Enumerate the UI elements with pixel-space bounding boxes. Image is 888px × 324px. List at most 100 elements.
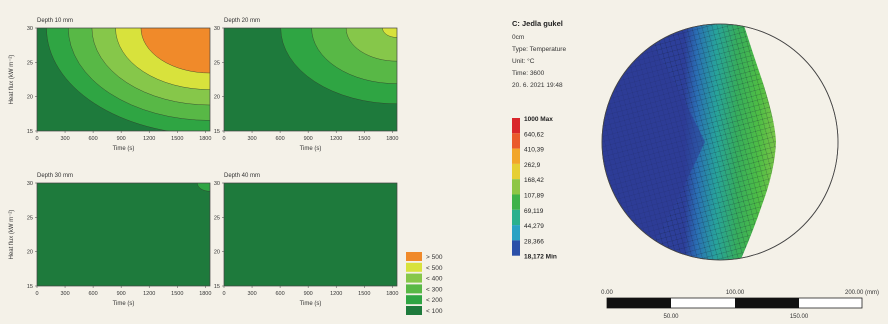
contour-band: [197, 183, 210, 192]
colorbar-label: 262,9: [524, 162, 541, 169]
y-tick-label: 20: [214, 95, 220, 101]
legend-swatch: [406, 295, 422, 305]
scale-bar: 0.00 100.00 200.00 (mm) 50.00 150.00: [601, 290, 879, 320]
x-tick-label: 1200: [143, 136, 155, 142]
x-tick-label: 1200: [143, 291, 155, 297]
x-tick-label: 1200: [330, 291, 342, 297]
x-tick-label: 0: [222, 136, 225, 142]
scale-tick-0: 0.00: [601, 290, 613, 296]
x-tick-label: 0: [35, 136, 38, 142]
colorbar-swatch: [512, 163, 520, 180]
x-tick-label: 1800: [386, 291, 398, 297]
x-tick-label: 900: [304, 136, 313, 142]
x-tick-label: 300: [247, 291, 256, 297]
legend-label: < 300: [426, 286, 443, 293]
y-tick-label: 15: [214, 129, 220, 135]
scale-tick-150: 150.00: [790, 314, 809, 320]
colorbar: 1000 Max 640,62 410,39 262,9 168,42 107,89 69,…: [512, 116, 557, 261]
colorbar-swatch: [512, 148, 520, 164]
result-type: Type: Temperature: [512, 46, 566, 53]
y-tick-label: 25: [214, 215, 220, 221]
colorbar-label: 28,366: [524, 238, 544, 245]
subplot-2: Depth 20 mm 0 300 600 900 1200 1500 1800 15 20 25 3…: [214, 18, 399, 152]
subplot-title: Depth 20 mm: [224, 18, 260, 24]
plot-frame: [223, 27, 398, 132]
contour-band: [345, 28, 397, 62]
x-tick-label: 300: [60, 291, 69, 297]
x-tick-label: 900: [304, 291, 313, 297]
x-tick-label: 900: [117, 136, 126, 142]
x-tick-label: 600: [276, 136, 285, 142]
x-tick-label: 600: [276, 291, 285, 297]
y-tick-label: 20: [27, 95, 33, 101]
disc-cold-core: [602, 40, 705, 250]
y-tick-label: 15: [27, 284, 33, 290]
fea-disc: [601, 23, 839, 261]
result-unit: Unit: °C: [512, 57, 535, 65]
x-tick-label: 1200: [330, 136, 342, 142]
colorbar-label: 168,42: [524, 177, 544, 184]
plot-frame: [36, 182, 211, 287]
legend-swatch: [406, 252, 422, 261]
x-tick-label: 1500: [358, 291, 370, 297]
legend-label: > 500: [426, 254, 443, 261]
result-unit-line: 0cm: [512, 34, 524, 41]
y-tick-label: 30: [214, 181, 220, 187]
x-tick-label: 300: [247, 136, 256, 142]
colorbar-swatch: [512, 179, 520, 195]
subplot-title: Depth 10 mm: [37, 18, 73, 24]
x-axis-label: Time (s): [300, 146, 322, 152]
y-axis-label: Heat flux (kW m⁻²): [9, 210, 15, 260]
legend-swatch: [406, 273, 422, 283]
colorbar-swatch: [512, 209, 520, 226]
x-tick-label: 300: [60, 136, 69, 142]
legend-swatch: [406, 284, 422, 294]
colorbar-swatch: [512, 225, 520, 241]
subplot-title: Depth 30 mm: [37, 173, 73, 179]
x-axis-label: Time (s): [113, 146, 135, 152]
y-tick-label: 25: [27, 215, 33, 221]
x-tick-label: 1500: [171, 136, 183, 142]
x-axis-label: Time (s): [300, 301, 322, 307]
info-block: C: Jedla gukel 0cm Type: Temperature Uni…: [512, 19, 566, 89]
y-tick-label: 30: [214, 26, 220, 32]
y-tick-label: 30: [27, 26, 33, 32]
x-tick-label: 0: [222, 291, 225, 297]
result-time: Time: 3600: [512, 70, 545, 77]
x-axis-label: Time (s): [113, 301, 135, 307]
colorbar-swatch: [512, 118, 520, 134]
colorbar-label: 69,119: [524, 208, 544, 215]
y-tick-label: 20: [27, 250, 33, 256]
contour-band-background: [224, 183, 397, 286]
scale-tick-200: 200.00 (mm): [845, 290, 879, 296]
y-tick-label: 30: [27, 181, 33, 187]
y-tick-label: 15: [27, 129, 33, 135]
x-tick-label: 1800: [199, 291, 211, 297]
scale-tick-100: 100.00: [726, 290, 745, 296]
colorbar-label: 107,89: [524, 193, 544, 200]
legend-swatch: [406, 262, 422, 272]
threshold-legend: > 500 < 500 < 400 < 300 < 200 < 100: [406, 252, 443, 315]
x-tick-label: 1500: [171, 291, 183, 297]
plot-frame: [223, 182, 398, 287]
contour-charts: Depth 10 mm0 300 600 900 1200 1500 18001520253…: [9, 18, 443, 315]
result-date: 20. 6. 2021 19:48: [512, 82, 563, 89]
x-tick-label: 0: [35, 291, 38, 297]
y-tick-label: 20: [214, 250, 220, 256]
x-tick-label: 900: [117, 291, 126, 297]
y-tick-label: 15: [214, 284, 220, 290]
plot-frame: [36, 27, 211, 132]
colorbar-swatch: [512, 240, 520, 256]
legend-label: < 400: [426, 276, 443, 283]
subplot-4: Depth 40 mm 0 300 600 900 1200 1500 1800 15 20 25 3…: [214, 173, 399, 307]
colorbar-label: 410,39: [524, 147, 544, 154]
x-tick-label: 1800: [386, 136, 398, 142]
colorbar-label: 1000 Max: [524, 116, 553, 123]
x-tick-label: 600: [89, 136, 98, 142]
x-tick-label: 600: [89, 291, 98, 297]
x-tick-label: 1500: [358, 136, 370, 142]
y-axis-label: Heat flux (kW m⁻²): [9, 55, 15, 105]
legend-label: < 500: [426, 265, 443, 272]
x-tick-label: 1800: [199, 136, 211, 142]
legend-label: < 100: [426, 308, 443, 315]
